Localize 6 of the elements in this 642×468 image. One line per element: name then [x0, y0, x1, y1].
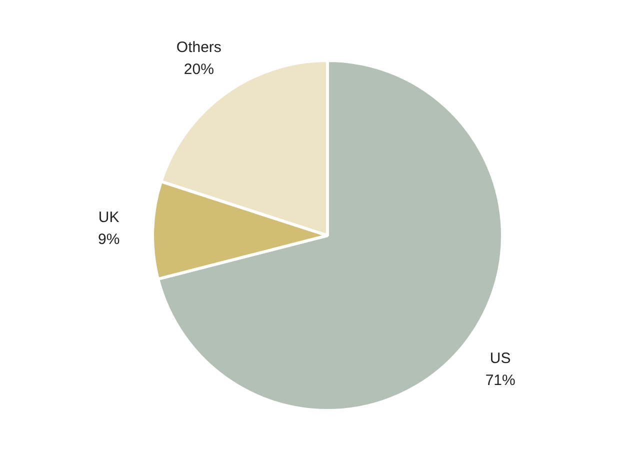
slice-label: US: [490, 350, 511, 368]
data-label: 9%: [98, 231, 120, 248]
data-label: 20%: [184, 61, 214, 78]
slice-label: Others: [176, 38, 222, 56]
data-label: 71%: [485, 372, 516, 390]
slice-label: UK: [98, 209, 120, 226]
